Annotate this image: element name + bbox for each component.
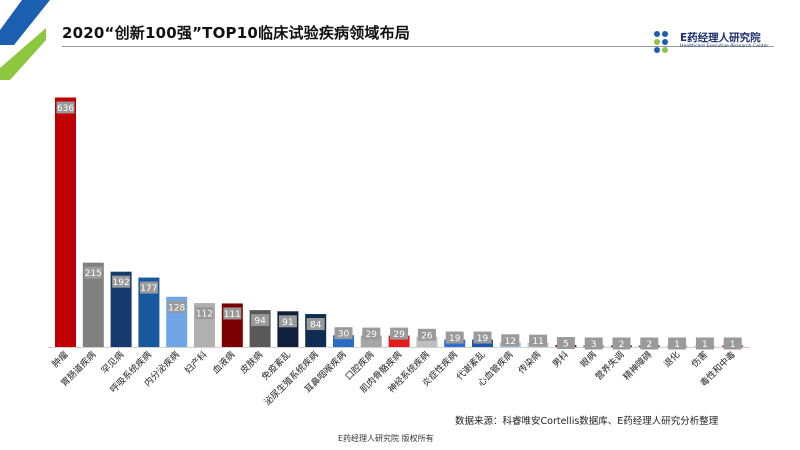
category-label: 血液病 (210, 349, 238, 377)
data-label: 112 (196, 310, 213, 320)
data-source-note: 数据来源：科睿唯安Cortellis数据库、E药经理人研究分析整理 (455, 416, 719, 427)
logo-subtitle: Healthcare Executive Research Center (680, 44, 769, 49)
category-label: 传染病 (516, 349, 544, 377)
bar-14 (416, 336, 438, 347)
data-label-box (417, 328, 436, 341)
logo-name: E药经理人研究院 (680, 32, 761, 44)
data-label: 128 (168, 303, 185, 313)
data-label: 2 (619, 340, 625, 350)
green-stripe (0, 28, 46, 80)
data-label: 29 (366, 330, 378, 340)
data-label-box (251, 314, 270, 327)
data-label-box (306, 318, 325, 331)
data-label: 636 (57, 104, 74, 114)
data-label-box (556, 337, 575, 350)
logo-dots-icon (654, 31, 668, 53)
category-label: 精神障碍 (620, 349, 654, 383)
category-label: 妇产科 (182, 349, 210, 377)
bar-2 (82, 262, 104, 347)
bar-3 (110, 271, 132, 347)
category-label: 男科 (550, 349, 571, 370)
bar-1 (55, 97, 76, 347)
logo: E药经理人研究院 Healthcare Executive Research C… (652, 28, 782, 58)
data-label-box (473, 331, 492, 344)
data-label-box (223, 307, 242, 320)
data-label-box (612, 337, 631, 350)
data-label: 215 (85, 269, 102, 279)
data-label: 5 (563, 340, 569, 350)
bar-11 (333, 335, 354, 347)
category-label: 营养失调 (593, 349, 627, 383)
data-label: 30 (338, 330, 350, 340)
data-label: 19 (477, 334, 489, 344)
category-label: 罕见病 (99, 349, 127, 377)
category-label: 退化 (661, 349, 682, 370)
data-label-box (84, 266, 103, 279)
data-label-box (695, 337, 714, 350)
data-label-box (390, 327, 409, 340)
data-label: 12 (505, 337, 516, 347)
data-label: 1 (702, 340, 708, 350)
blue-stripe (0, 0, 50, 45)
data-label: 3 (591, 340, 597, 350)
category-label: 皮肤病 (238, 349, 266, 377)
bar-4 (138, 277, 160, 347)
category-label: 肿瘤 (49, 349, 70, 370)
data-label: 1 (730, 340, 736, 350)
bar-13 (388, 335, 410, 347)
category-label: 伤害 (689, 349, 710, 370)
title-divider (62, 46, 774, 47)
data-label: 19 (449, 334, 461, 344)
data-label-box (195, 307, 214, 320)
data-label: 84 (310, 321, 322, 331)
category-label: 眼病 (578, 349, 599, 370)
data-label-box (139, 281, 158, 294)
data-label-box (723, 337, 742, 350)
data-label: 1 (674, 340, 680, 350)
bar-12 (360, 335, 382, 347)
data-label: 177 (140, 284, 157, 294)
corner-decoration (0, 0, 50, 80)
data-label: 91 (282, 318, 293, 328)
data-label-box (112, 275, 131, 288)
data-label-box (668, 337, 687, 350)
data-label: 94 (254, 317, 266, 327)
data-label-box (445, 331, 464, 344)
data-label-box (362, 327, 381, 340)
copyright-footer: E药经理人研究院 版权所有 (338, 434, 434, 443)
data-label-box (278, 315, 297, 328)
data-label-box (334, 327, 353, 340)
data-label-box (56, 101, 75, 114)
data-label-box (501, 334, 520, 347)
data-label-box (640, 337, 659, 350)
data-label: 111 (224, 310, 241, 320)
data-label: 192 (113, 278, 130, 288)
data-label-box (167, 300, 186, 313)
data-label: 29 (393, 330, 405, 340)
data-label: 2 (646, 340, 652, 350)
data-label: 26 (421, 331, 433, 341)
data-label-box (529, 334, 548, 347)
data-label: 11 (532, 337, 543, 347)
page-title: 2020“创新100强”TOP10临床试验疾病领域布局 (62, 24, 411, 42)
data-label-box (584, 337, 603, 350)
